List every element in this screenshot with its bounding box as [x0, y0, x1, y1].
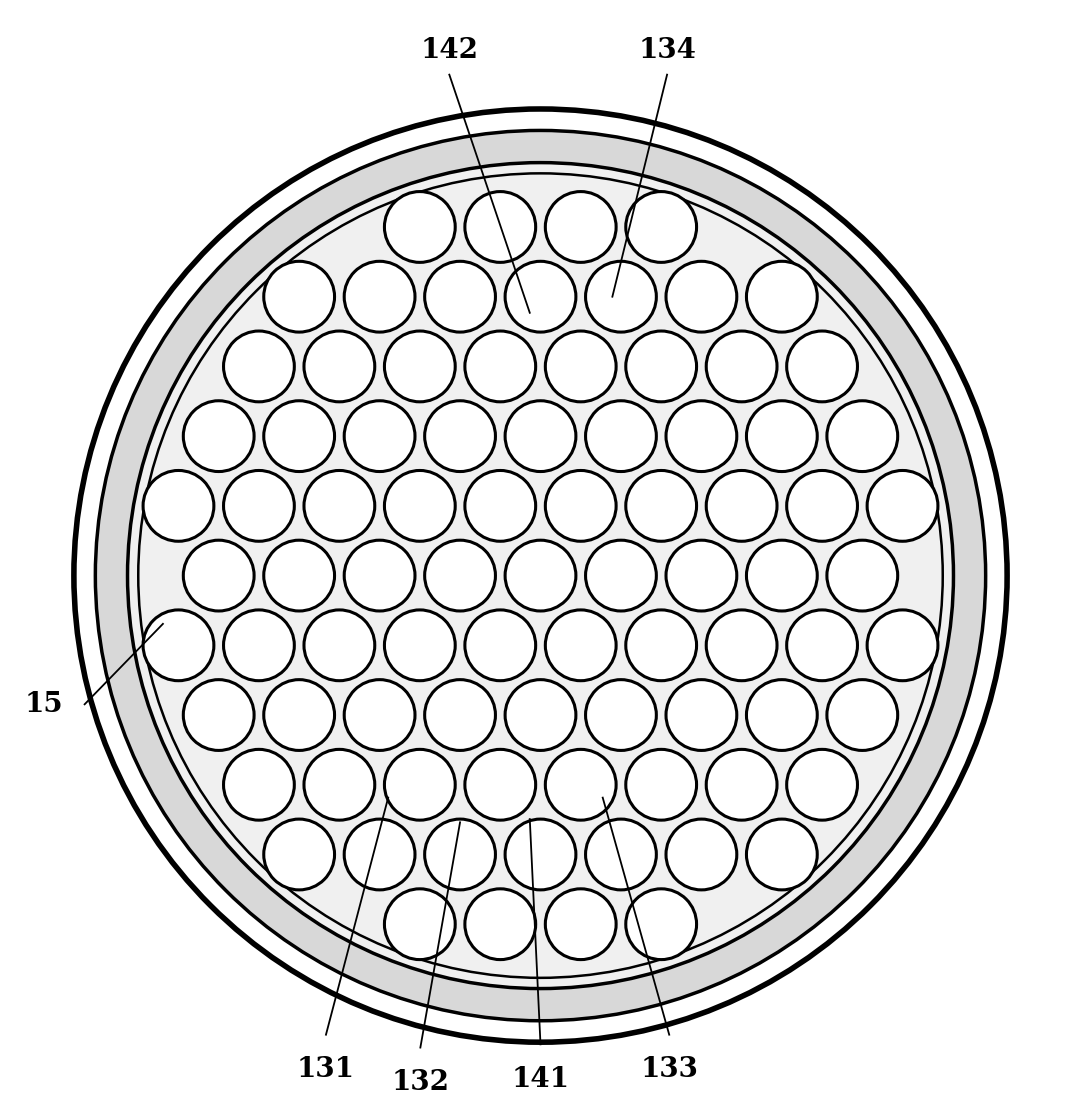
Circle shape: [626, 610, 696, 680]
Circle shape: [586, 540, 656, 611]
Circle shape: [344, 679, 415, 751]
Circle shape: [706, 750, 777, 820]
Circle shape: [425, 540, 495, 611]
Circle shape: [465, 331, 536, 402]
Circle shape: [264, 262, 334, 332]
Circle shape: [264, 540, 334, 611]
Circle shape: [706, 470, 777, 542]
Circle shape: [545, 331, 616, 402]
Circle shape: [385, 470, 455, 542]
Circle shape: [143, 610, 214, 680]
Circle shape: [344, 401, 415, 471]
Circle shape: [827, 540, 897, 611]
Circle shape: [666, 401, 737, 471]
Circle shape: [465, 470, 536, 542]
Circle shape: [747, 819, 817, 890]
Circle shape: [666, 262, 737, 332]
Circle shape: [586, 819, 656, 890]
Circle shape: [545, 470, 616, 542]
Circle shape: [505, 819, 576, 890]
Circle shape: [545, 610, 616, 680]
Circle shape: [385, 750, 455, 820]
Circle shape: [545, 750, 616, 820]
Circle shape: [465, 750, 536, 820]
Circle shape: [505, 540, 576, 611]
Circle shape: [264, 679, 334, 751]
Circle shape: [747, 540, 817, 611]
Circle shape: [425, 679, 495, 751]
Circle shape: [666, 679, 737, 751]
Circle shape: [425, 819, 495, 890]
Circle shape: [545, 888, 616, 960]
Circle shape: [586, 679, 656, 751]
Circle shape: [505, 262, 576, 332]
Circle shape: [224, 331, 294, 402]
Text: 134: 134: [638, 37, 696, 64]
Circle shape: [425, 262, 495, 332]
Circle shape: [344, 262, 415, 332]
Circle shape: [626, 888, 696, 960]
Circle shape: [787, 470, 857, 542]
Circle shape: [465, 191, 536, 262]
Text: 142: 142: [421, 37, 478, 64]
Circle shape: [505, 679, 576, 751]
Circle shape: [304, 331, 375, 402]
Circle shape: [184, 401, 254, 471]
Circle shape: [747, 401, 817, 471]
Circle shape: [138, 173, 943, 978]
Circle shape: [385, 610, 455, 680]
Circle shape: [867, 470, 938, 542]
Text: 132: 132: [391, 1069, 450, 1096]
Circle shape: [586, 401, 656, 471]
Text: 15: 15: [25, 690, 63, 717]
Circle shape: [706, 331, 777, 402]
Circle shape: [385, 191, 455, 262]
Circle shape: [626, 750, 696, 820]
Circle shape: [143, 470, 214, 542]
Circle shape: [304, 750, 375, 820]
Circle shape: [224, 750, 294, 820]
Circle shape: [787, 610, 857, 680]
Circle shape: [184, 679, 254, 751]
Circle shape: [666, 540, 737, 611]
Circle shape: [747, 679, 817, 751]
Circle shape: [304, 610, 375, 680]
Circle shape: [706, 610, 777, 680]
Circle shape: [344, 540, 415, 611]
Circle shape: [465, 610, 536, 680]
Circle shape: [74, 109, 1007, 1042]
Text: 131: 131: [297, 1056, 355, 1083]
Circle shape: [385, 331, 455, 402]
Circle shape: [747, 262, 817, 332]
Circle shape: [304, 470, 375, 542]
Circle shape: [505, 401, 576, 471]
Circle shape: [224, 610, 294, 680]
Circle shape: [545, 191, 616, 262]
Circle shape: [264, 819, 334, 890]
Circle shape: [626, 191, 696, 262]
Circle shape: [787, 331, 857, 402]
Circle shape: [465, 888, 536, 960]
Circle shape: [867, 610, 938, 680]
Circle shape: [666, 819, 737, 890]
Circle shape: [626, 331, 696, 402]
Circle shape: [626, 470, 696, 542]
Circle shape: [385, 888, 455, 960]
Circle shape: [827, 679, 897, 751]
Text: 133: 133: [640, 1056, 698, 1083]
Circle shape: [184, 540, 254, 611]
Circle shape: [128, 162, 953, 988]
Text: 141: 141: [511, 1065, 570, 1093]
Circle shape: [264, 401, 334, 471]
Circle shape: [344, 819, 415, 890]
Circle shape: [787, 750, 857, 820]
Circle shape: [95, 131, 986, 1021]
Circle shape: [827, 401, 897, 471]
Circle shape: [425, 401, 495, 471]
Circle shape: [586, 262, 656, 332]
Circle shape: [224, 470, 294, 542]
